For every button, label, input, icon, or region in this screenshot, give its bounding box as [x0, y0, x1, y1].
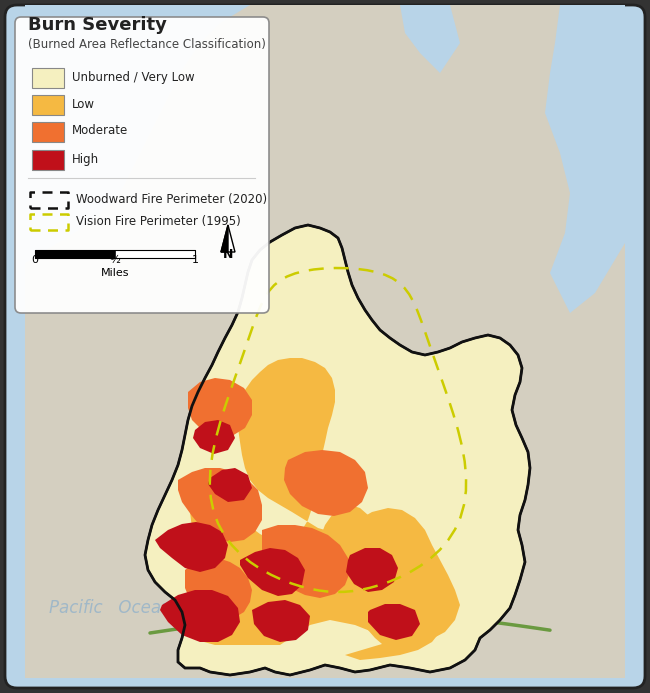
Polygon shape — [160, 590, 240, 642]
Polygon shape — [252, 600, 310, 642]
Bar — [35, 250, 195, 258]
FancyBboxPatch shape — [15, 17, 269, 313]
Text: (Burned Area Reflectance Classification): (Burned Area Reflectance Classification) — [28, 38, 266, 51]
Bar — [35, 250, 115, 258]
Polygon shape — [25, 5, 250, 678]
Polygon shape — [400, 5, 460, 73]
Text: Vision Fire Perimeter (1995): Vision Fire Perimeter (1995) — [76, 215, 240, 227]
Text: Pacific   Ocean: Pacific Ocean — [49, 599, 172, 617]
Polygon shape — [25, 5, 625, 678]
Polygon shape — [318, 505, 445, 660]
Bar — [32, 150, 64, 170]
Text: 1: 1 — [192, 255, 198, 265]
Polygon shape — [155, 522, 228, 572]
Bar — [115, 250, 195, 258]
Bar — [32, 68, 64, 88]
Polygon shape — [346, 548, 398, 592]
Text: High: High — [72, 152, 99, 166]
Polygon shape — [368, 604, 420, 640]
Text: Woodward Fire Perimeter (2020): Woodward Fire Perimeter (2020) — [76, 193, 267, 206]
FancyBboxPatch shape — [5, 5, 645, 688]
Polygon shape — [208, 468, 252, 502]
Polygon shape — [221, 225, 235, 252]
Polygon shape — [190, 358, 460, 648]
Text: 0: 0 — [31, 255, 38, 265]
Bar — [32, 95, 64, 115]
Text: Unburned / Very Low: Unburned / Very Low — [72, 71, 194, 83]
Polygon shape — [284, 450, 368, 516]
Polygon shape — [185, 558, 252, 620]
Polygon shape — [262, 525, 350, 598]
Polygon shape — [178, 468, 262, 542]
Polygon shape — [545, 5, 625, 313]
Text: Burn Severity: Burn Severity — [28, 16, 167, 34]
Polygon shape — [240, 548, 305, 596]
Text: Low: Low — [72, 98, 95, 110]
Polygon shape — [221, 225, 228, 252]
Text: Moderate: Moderate — [72, 125, 128, 137]
Text: ½: ½ — [110, 255, 120, 265]
Bar — [32, 122, 64, 142]
Polygon shape — [193, 420, 235, 454]
Polygon shape — [188, 378, 252, 438]
Polygon shape — [145, 225, 530, 675]
Text: N: N — [223, 248, 233, 261]
Text: Miles: Miles — [101, 268, 129, 278]
